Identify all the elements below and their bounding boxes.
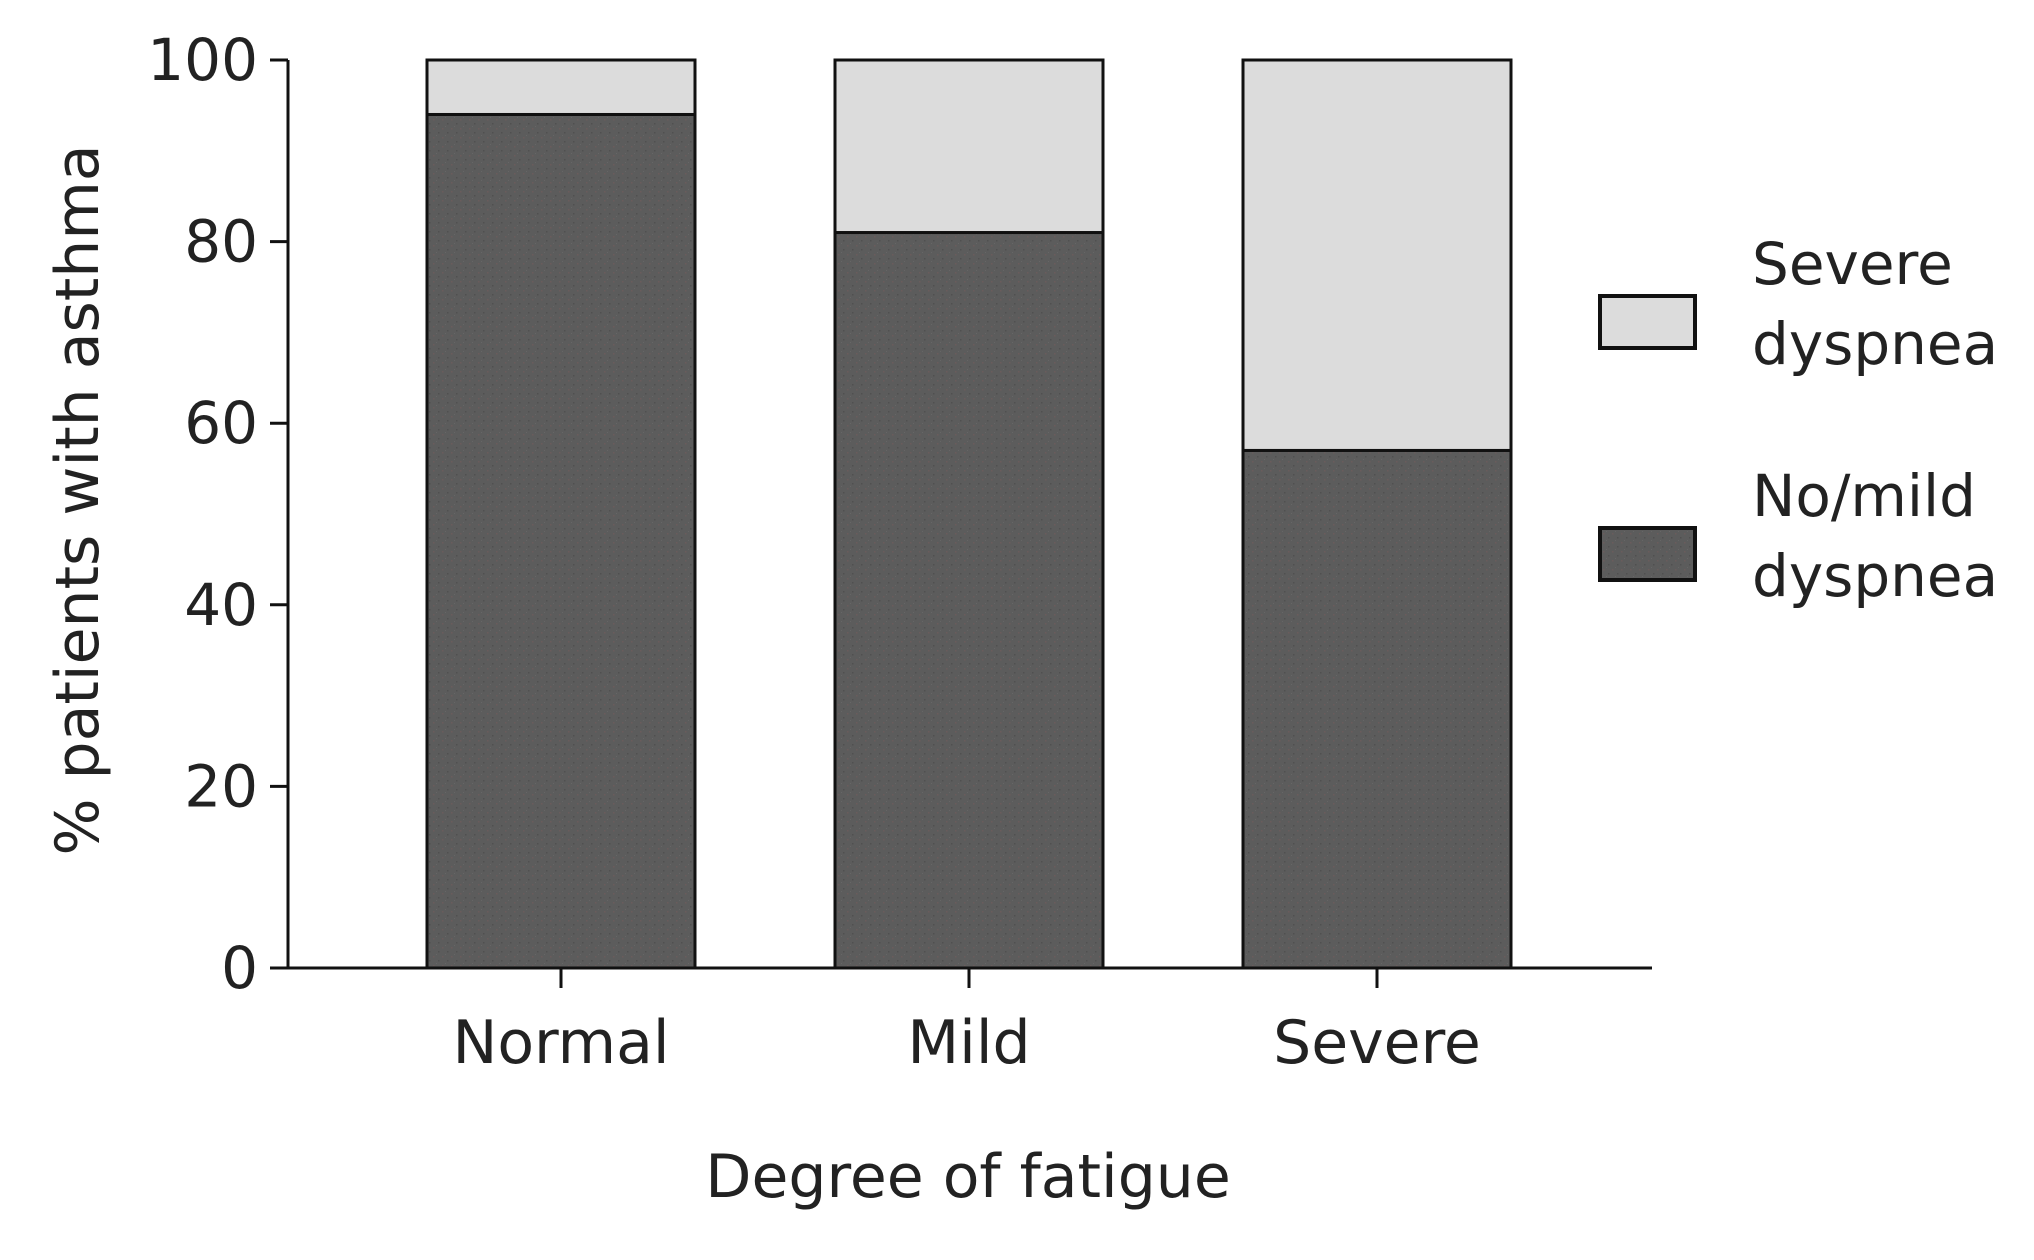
x-tick-label-mild: Mild xyxy=(907,1008,1030,1078)
bars-layer xyxy=(425,58,1513,970)
legend: Severe dyspnea No/mild dyspnea xyxy=(1598,230,1998,610)
legend-swatch-texture xyxy=(1602,530,1693,578)
legend-label-severe-dyspnea: Severe xyxy=(1752,230,1953,298)
bar-texture xyxy=(1245,452,1509,966)
labels-layer: 0 20 40 60 80 100 Normal Mild Severe Degree of fa… xyxy=(43,26,1481,1212)
y-axis-title: % patients with asthma xyxy=(43,144,113,855)
bar-texture xyxy=(837,234,1101,966)
legend-label-no-mild-dyspnea: No/mild xyxy=(1752,462,1976,530)
bar-normal-severe-dyspnea xyxy=(425,58,697,116)
legend-swatch-severe-dyspnea xyxy=(1598,294,1697,350)
x-tick-label-severe: Severe xyxy=(1273,1008,1481,1078)
axes-layer xyxy=(270,58,1652,988)
bar-texture xyxy=(429,116,693,967)
y-tick-label: 20 xyxy=(184,752,258,820)
legend-label-severe-dyspnea: dyspnea xyxy=(1752,310,1998,378)
y-tick-label: 100 xyxy=(147,26,258,94)
y-tick-label: 80 xyxy=(184,208,258,276)
y-tick-label: 0 xyxy=(221,934,258,1002)
legend-label-no-mild-dyspnea: dyspnea xyxy=(1752,542,1998,610)
x-tick-label-normal: Normal xyxy=(452,1008,669,1078)
y-tick-label: 60 xyxy=(184,389,258,457)
y-tick-label: 40 xyxy=(184,571,258,639)
x-axis-title: Degree of fatigue xyxy=(705,1142,1230,1212)
bar-severe-severe-dyspnea xyxy=(1241,58,1513,452)
bar-mild-severe-dyspnea xyxy=(833,58,1105,235)
